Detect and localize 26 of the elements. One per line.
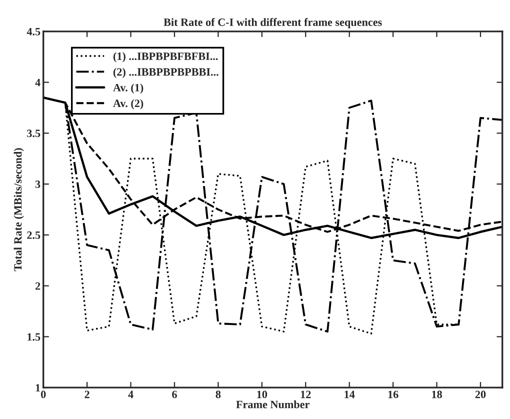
- x-tick-label: 0: [40, 390, 46, 398]
- legend-label: (1) ...IBPBPBFBFBI...: [113, 52, 218, 62]
- y-tick-label: 3.5: [27, 130, 40, 138]
- x-tick-label: 4: [128, 390, 134, 398]
- legend-label: (2) ...IBBPBPBPBBI...: [113, 68, 218, 78]
- y-axis-title: Total Rate (MBits/second): [14, 148, 24, 272]
- y-tick-label: 4: [35, 78, 40, 86]
- x-tick-label: 10: [257, 390, 268, 398]
- x-tick-label: 18: [432, 390, 442, 398]
- y-tick-label: 1: [36, 384, 40, 392]
- legend-label: Av. (1): [113, 84, 144, 94]
- x-tick-label: 6: [172, 390, 177, 398]
- x-tick-label: 2: [84, 390, 90, 398]
- x-tick-label: 20: [475, 390, 486, 398]
- y-tick-label: 3: [35, 180, 40, 188]
- x-axis-title: Frame Number: [236, 400, 310, 408]
- chart-title: Bit Rate of C-I with different frame sequences: [164, 18, 382, 28]
- x-tick-label: 8: [216, 390, 221, 398]
- y-tick-label: 1.5: [28, 333, 40, 341]
- x-tick-label: 14: [344, 390, 355, 398]
- y-tick-label: 2.5: [27, 231, 40, 239]
- legend-label: Av. (2): [113, 99, 144, 110]
- x-tick-label: 12: [300, 390, 311, 398]
- y-tick-label: 4.5: [26, 28, 40, 36]
- x-tick-label: 16: [388, 390, 398, 398]
- y-tick-label: 2: [35, 282, 40, 290]
